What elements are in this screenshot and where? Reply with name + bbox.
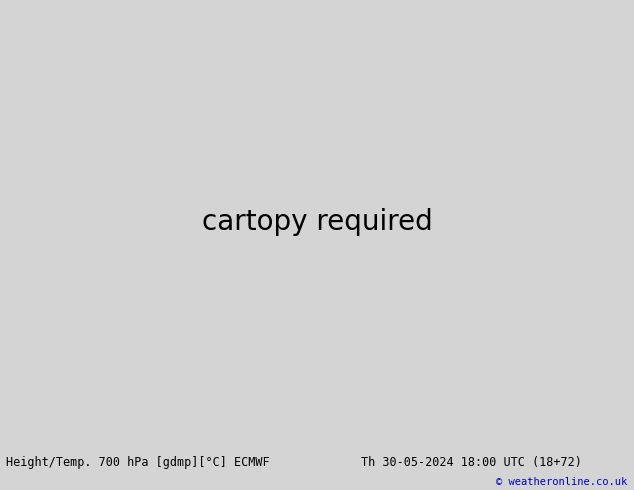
Text: Th 30-05-2024 18:00 UTC (18+72): Th 30-05-2024 18:00 UTC (18+72) (361, 456, 582, 468)
Text: © weatheronline.co.uk: © weatheronline.co.uk (496, 477, 628, 487)
Text: cartopy required: cartopy required (202, 208, 432, 236)
Text: Height/Temp. 700 hPa [gdmp][°C] ECMWF: Height/Temp. 700 hPa [gdmp][°C] ECMWF (6, 456, 270, 468)
